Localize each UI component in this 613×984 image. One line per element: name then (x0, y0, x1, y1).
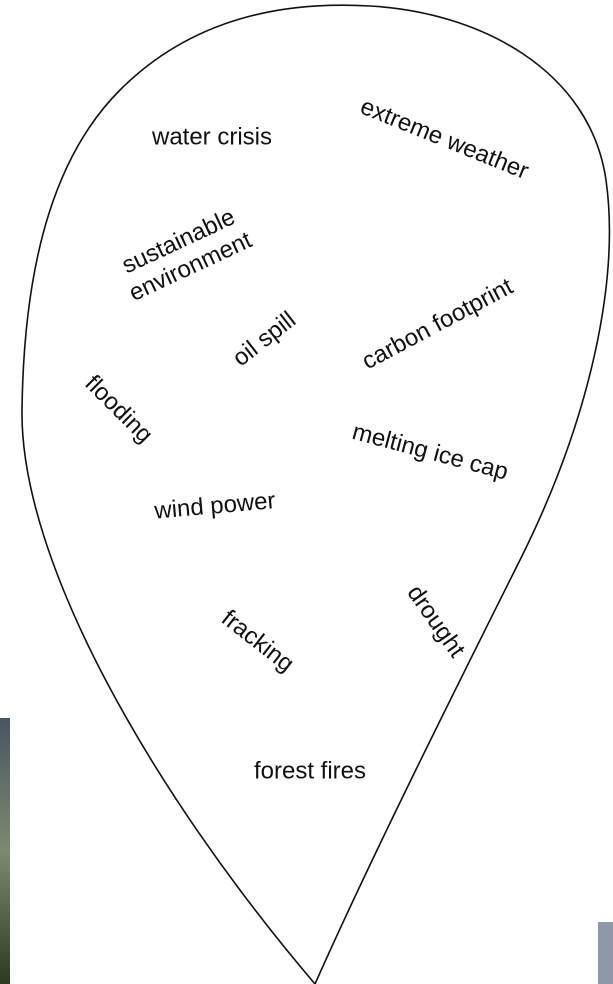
page: {"words": [ {"lines": ["water crisis"]},… (0, 0, 613, 984)
word: forest fires (254, 757, 366, 784)
photo-edge-left (0, 718, 10, 984)
leaf-outline (22, 5, 609, 984)
word: water crisis (151, 123, 272, 150)
word-cloud: water crisisextreme weathersustainableen… (0, 0, 613, 984)
photo-edge-right (598, 922, 613, 984)
